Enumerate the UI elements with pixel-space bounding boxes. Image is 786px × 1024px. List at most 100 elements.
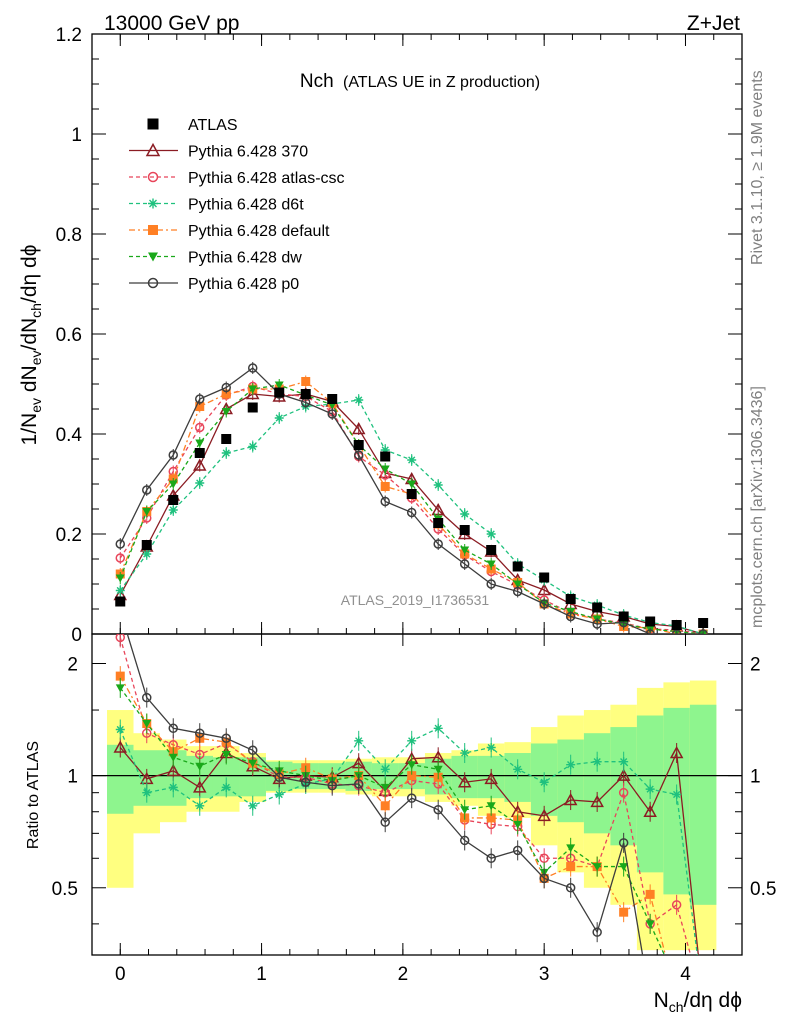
ratio-marker: [433, 804, 443, 815]
ratio-marker: [645, 889, 655, 899]
data-point: [671, 620, 682, 630]
svg-text:1/Nev dNev/dNch/dη dϕ: 1/Nev dNev/dNch/dη dϕ: [18, 245, 44, 446]
data-point: [194, 448, 205, 458]
ratio-marker: [194, 728, 205, 738]
y-tick-label: 1.2: [56, 25, 82, 46]
legend-label: Pythia 6.428 370: [188, 144, 308, 161]
ratio-marker: [433, 723, 443, 733]
series-marker: [221, 382, 231, 393]
ratio-line: [119, 637, 692, 955]
ratio-series: [113, 634, 699, 955]
series-marker: [433, 480, 443, 490]
ratio-marker: [142, 692, 152, 703]
ratio-marker: [113, 740, 128, 753]
series-marker: [168, 450, 178, 460]
ratio-marker: [563, 792, 578, 806]
ratio-marker: [618, 787, 629, 798]
ratio-marker: [115, 684, 125, 693]
ratio-marker: [380, 817, 390, 827]
data-point: [539, 572, 550, 583]
ratio-marker: [142, 788, 152, 798]
ratio-tick-label: 0.5: [52, 879, 78, 900]
data-point: [459, 525, 470, 535]
ratio-marker: [168, 782, 178, 792]
ratio-tick-label-right: 2: [750, 654, 761, 675]
y-tick-label: 1: [71, 125, 82, 146]
legend-label: Pythia 6.428 atlas-csc: [188, 170, 345, 187]
ratio-marker: [619, 757, 629, 767]
ratio-marker: [592, 757, 602, 767]
ratio-marker: [669, 745, 684, 759]
ratio-marker: [539, 873, 549, 884]
ratio-marker: [460, 748, 470, 758]
series-marker: [407, 480, 417, 489]
ratio-marker: [115, 671, 125, 681]
legend-marker: [147, 118, 159, 130]
series-marker: [195, 402, 205, 411]
series-marker: [221, 408, 231, 416]
ratio-marker: [115, 634, 126, 643]
ratio-marker: [115, 724, 125, 734]
ratio-marker: [645, 920, 655, 929]
main-series: [113, 362, 709, 634]
legend-marker: [148, 252, 158, 262]
series-marker: [406, 507, 417, 518]
ratio-marker: [671, 900, 682, 910]
ratio-marker: [616, 768, 631, 781]
ratio-marker: [274, 789, 284, 799]
y-tick-label: 0.4: [56, 425, 83, 446]
ratio-marker: [566, 760, 576, 770]
ratio-marker: [513, 820, 523, 829]
ratio-marker: [590, 794, 604, 808]
x-tick-label: 3: [539, 964, 550, 985]
x-tick-label: 4: [680, 964, 691, 985]
series-marker: [248, 442, 258, 451]
ratio-marker: [565, 883, 576, 893]
ratio-marker: [433, 765, 443, 774]
ratio-marker: [486, 742, 496, 752]
series-marker: [248, 385, 258, 394]
series-marker: [592, 619, 602, 629]
ratio-axis-title: Ratio to ATLAS: [25, 741, 42, 849]
axes: 0 1 2 3 4 0 0.2 0.4 0.6 0.8 1 1.2 0.5 0.5 1 1 2 2: [52, 25, 777, 985]
x-tick-label: 2: [398, 964, 409, 985]
series-marker: [247, 363, 258, 373]
ratio-marker: [566, 862, 576, 872]
legend-marker: [147, 277, 159, 289]
ratio-marker: [380, 801, 390, 811]
data-point: [274, 387, 285, 398]
series-marker: [512, 586, 523, 597]
ratio-marker: [221, 733, 231, 743]
series-marker: [380, 482, 390, 491]
ratio-marker: [619, 907, 629, 917]
band-stat: [689, 704, 717, 905]
series-marker: [380, 496, 390, 507]
data-point: [141, 540, 152, 550]
series-marker: [459, 559, 470, 569]
data-point: [645, 616, 656, 627]
series-marker: [539, 599, 549, 609]
ratio-marker: [142, 720, 152, 729]
ratio-marker: [407, 736, 417, 746]
legend-marker: [147, 171, 159, 183]
ratio-marker: [486, 802, 496, 811]
ratio-marker: [168, 753, 178, 762]
ratio-marker: [221, 782, 231, 792]
series-marker: [142, 485, 152, 495]
data-point: [406, 489, 417, 499]
data-point: [115, 596, 126, 607]
data-point: [486, 545, 497, 555]
ratio-marker: [513, 764, 523, 774]
series-marker: [221, 448, 231, 458]
ratio-marker: [457, 775, 472, 788]
series-marker: [460, 509, 470, 519]
series-marker: [354, 395, 364, 405]
series-marker: [565, 611, 576, 622]
ratio-tick-label: 2: [67, 654, 78, 675]
data-point: [512, 561, 523, 572]
series-marker: [195, 478, 205, 488]
legend-marker: [148, 198, 158, 209]
ratio-marker: [248, 759, 258, 768]
legend-label: Pythia 6.428 default: [188, 223, 330, 240]
